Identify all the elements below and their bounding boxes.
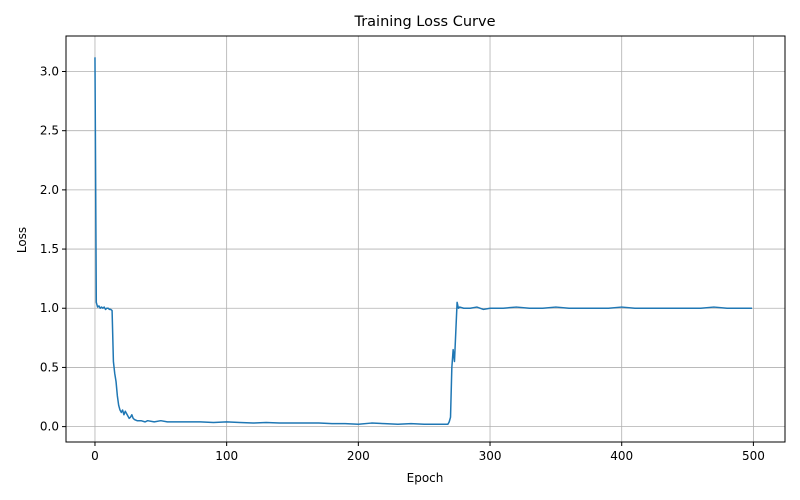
series-layer xyxy=(94,57,753,425)
x-tick-label: 100 xyxy=(215,449,238,463)
y-tick-label: 1.5 xyxy=(40,242,59,256)
grid xyxy=(66,36,785,442)
y-tick-label: 0.5 xyxy=(40,360,59,374)
y-tick-label: 2.5 xyxy=(40,124,59,138)
y-axis-label: Loss xyxy=(15,227,29,253)
chart-title: Training Loss Curve xyxy=(353,14,495,30)
y-tick-label: 3.0 xyxy=(40,65,59,79)
y-tick-label: 0.0 xyxy=(40,420,59,434)
x-axis: 0 100 200 300 400 500 xyxy=(91,442,765,463)
plot-frame xyxy=(65,35,786,443)
y-axis: 0.0 0.5 1.0 1.5 2.0 2.5 3.0 xyxy=(40,65,66,434)
x-tick-label: 500 xyxy=(742,449,765,463)
x-axis-label: Epoch xyxy=(407,471,444,485)
x-tick-label: 300 xyxy=(479,449,502,463)
x-tick-label: 200 xyxy=(347,449,370,463)
loss-series-line xyxy=(94,57,753,425)
x-tick-label: 0 xyxy=(91,449,99,463)
x-tick-label: 400 xyxy=(610,449,633,463)
y-tick-label: 1.0 xyxy=(40,301,59,315)
y-tick-label: 2.0 xyxy=(40,183,59,197)
